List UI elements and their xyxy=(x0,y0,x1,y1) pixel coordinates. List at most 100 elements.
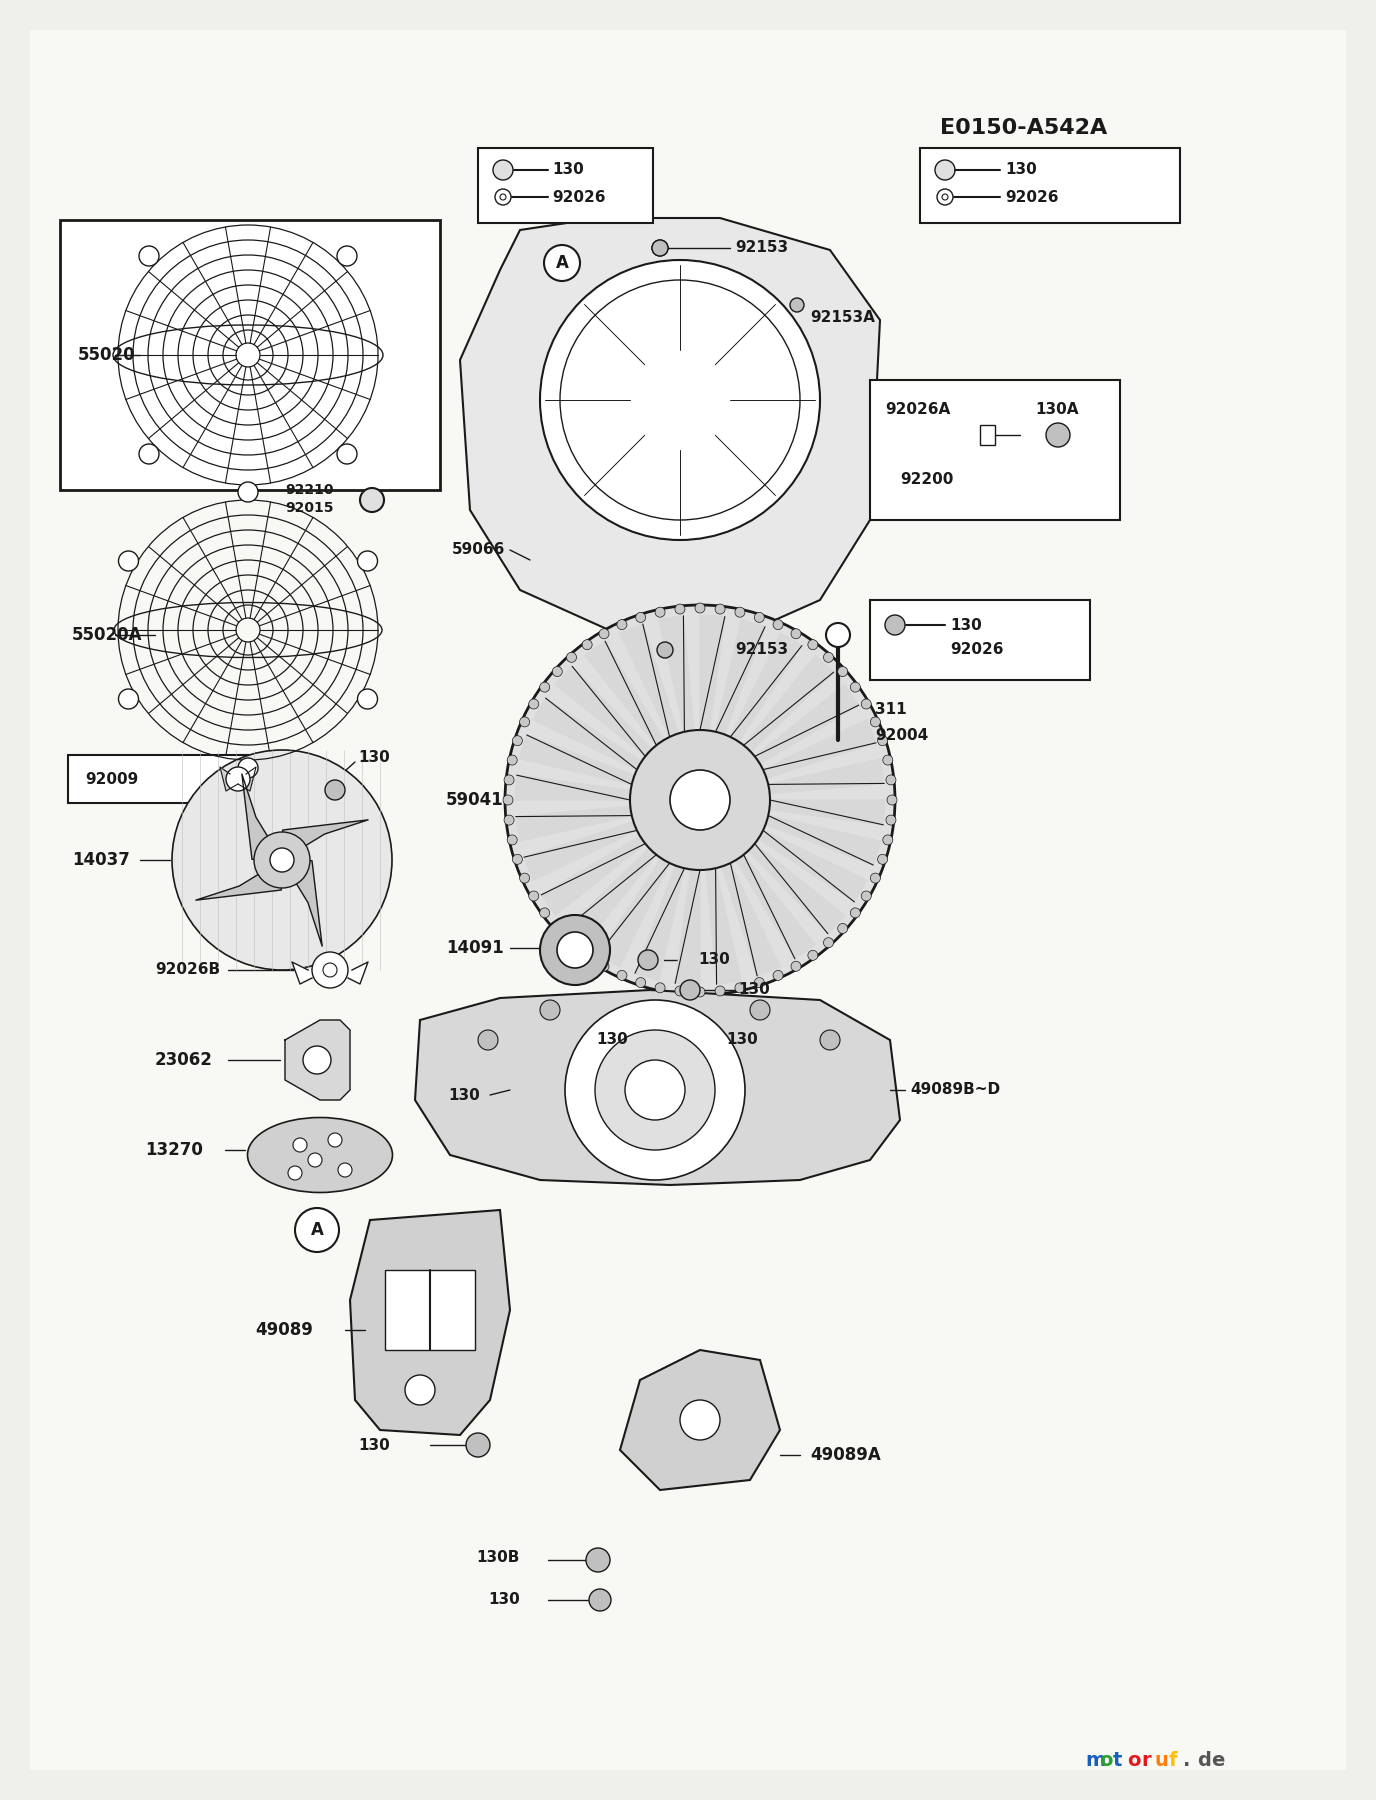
Text: 130: 130 xyxy=(727,1033,758,1048)
Polygon shape xyxy=(716,619,765,734)
Text: 130: 130 xyxy=(1004,162,1036,178)
Polygon shape xyxy=(758,830,867,902)
Bar xyxy=(921,148,1181,223)
Circle shape xyxy=(505,605,894,995)
Circle shape xyxy=(652,239,667,256)
Text: 13270: 13270 xyxy=(144,1141,202,1159)
Circle shape xyxy=(808,639,817,650)
Circle shape xyxy=(582,639,592,650)
Circle shape xyxy=(936,160,955,180)
Polygon shape xyxy=(460,218,881,641)
Polygon shape xyxy=(534,698,641,770)
Text: d: d xyxy=(1197,1750,1211,1769)
Circle shape xyxy=(539,259,820,540)
Circle shape xyxy=(508,754,517,765)
Circle shape xyxy=(294,1208,338,1253)
Text: 23062: 23062 xyxy=(155,1051,213,1069)
Polygon shape xyxy=(700,616,725,731)
Circle shape xyxy=(139,247,160,266)
Circle shape xyxy=(826,623,850,646)
Circle shape xyxy=(288,1166,301,1181)
Text: 49089A: 49089A xyxy=(810,1445,881,1463)
Circle shape xyxy=(886,776,896,785)
Circle shape xyxy=(676,605,685,614)
Text: 92026A: 92026A xyxy=(885,403,951,418)
Circle shape xyxy=(735,983,744,994)
Circle shape xyxy=(885,616,905,635)
Circle shape xyxy=(886,815,896,824)
Text: 92004: 92004 xyxy=(875,727,929,742)
Circle shape xyxy=(823,938,834,947)
Polygon shape xyxy=(516,806,632,841)
Text: 130: 130 xyxy=(488,1593,520,1607)
Polygon shape xyxy=(743,655,834,752)
Polygon shape xyxy=(238,767,256,790)
Circle shape xyxy=(638,950,658,970)
Circle shape xyxy=(270,848,294,871)
Polygon shape xyxy=(634,866,684,981)
Polygon shape xyxy=(731,634,802,742)
Circle shape xyxy=(695,603,705,614)
Circle shape xyxy=(539,682,549,693)
Polygon shape xyxy=(515,776,630,799)
Circle shape xyxy=(493,160,513,180)
Text: 14037: 14037 xyxy=(72,851,129,869)
Circle shape xyxy=(652,239,667,256)
Circle shape xyxy=(358,689,377,709)
Text: 49089B~D: 49089B~D xyxy=(910,1082,1000,1098)
Circle shape xyxy=(754,612,764,623)
Text: 49089: 49089 xyxy=(255,1321,312,1339)
Text: 92200: 92200 xyxy=(900,472,954,488)
Text: r: r xyxy=(1141,1750,1150,1769)
Circle shape xyxy=(303,1046,332,1075)
Circle shape xyxy=(850,907,860,918)
Circle shape xyxy=(557,932,593,968)
Circle shape xyxy=(676,986,685,995)
Text: 92026: 92026 xyxy=(552,189,605,205)
Circle shape xyxy=(499,194,506,200)
Text: .: . xyxy=(1183,1750,1190,1769)
Polygon shape xyxy=(520,734,634,785)
Polygon shape xyxy=(350,1210,510,1435)
Text: 130B: 130B xyxy=(476,1550,520,1566)
Text: o: o xyxy=(1099,1750,1113,1769)
Circle shape xyxy=(552,923,563,934)
Polygon shape xyxy=(220,767,238,790)
Circle shape xyxy=(560,281,799,520)
Circle shape xyxy=(118,551,139,571)
Text: 92026: 92026 xyxy=(949,643,1003,657)
Ellipse shape xyxy=(248,1118,392,1192)
Text: e: e xyxy=(1211,1750,1225,1769)
Circle shape xyxy=(750,1001,771,1021)
Polygon shape xyxy=(676,869,700,985)
Circle shape xyxy=(636,612,645,623)
Polygon shape xyxy=(416,990,900,1184)
Bar xyxy=(477,148,654,223)
Text: 130: 130 xyxy=(738,983,769,997)
Circle shape xyxy=(1046,423,1071,446)
Bar xyxy=(980,425,995,445)
Circle shape xyxy=(680,1400,720,1440)
Text: 59041: 59041 xyxy=(446,790,504,808)
Circle shape xyxy=(255,832,310,887)
Circle shape xyxy=(937,189,954,205)
Polygon shape xyxy=(749,844,845,934)
Bar xyxy=(870,599,1090,680)
Circle shape xyxy=(238,482,259,502)
Text: 59066: 59066 xyxy=(451,542,505,558)
Circle shape xyxy=(552,666,563,677)
Circle shape xyxy=(323,963,337,977)
Circle shape xyxy=(599,961,610,972)
Text: A: A xyxy=(556,254,568,272)
Polygon shape xyxy=(348,961,367,985)
Circle shape xyxy=(495,189,510,205)
Circle shape xyxy=(327,1132,343,1147)
Polygon shape xyxy=(292,961,312,985)
Circle shape xyxy=(544,245,581,281)
Circle shape xyxy=(878,736,888,745)
Text: 130: 130 xyxy=(449,1087,480,1102)
Circle shape xyxy=(504,796,513,805)
Polygon shape xyxy=(282,819,369,860)
Polygon shape xyxy=(754,684,859,763)
Circle shape xyxy=(586,1548,610,1571)
